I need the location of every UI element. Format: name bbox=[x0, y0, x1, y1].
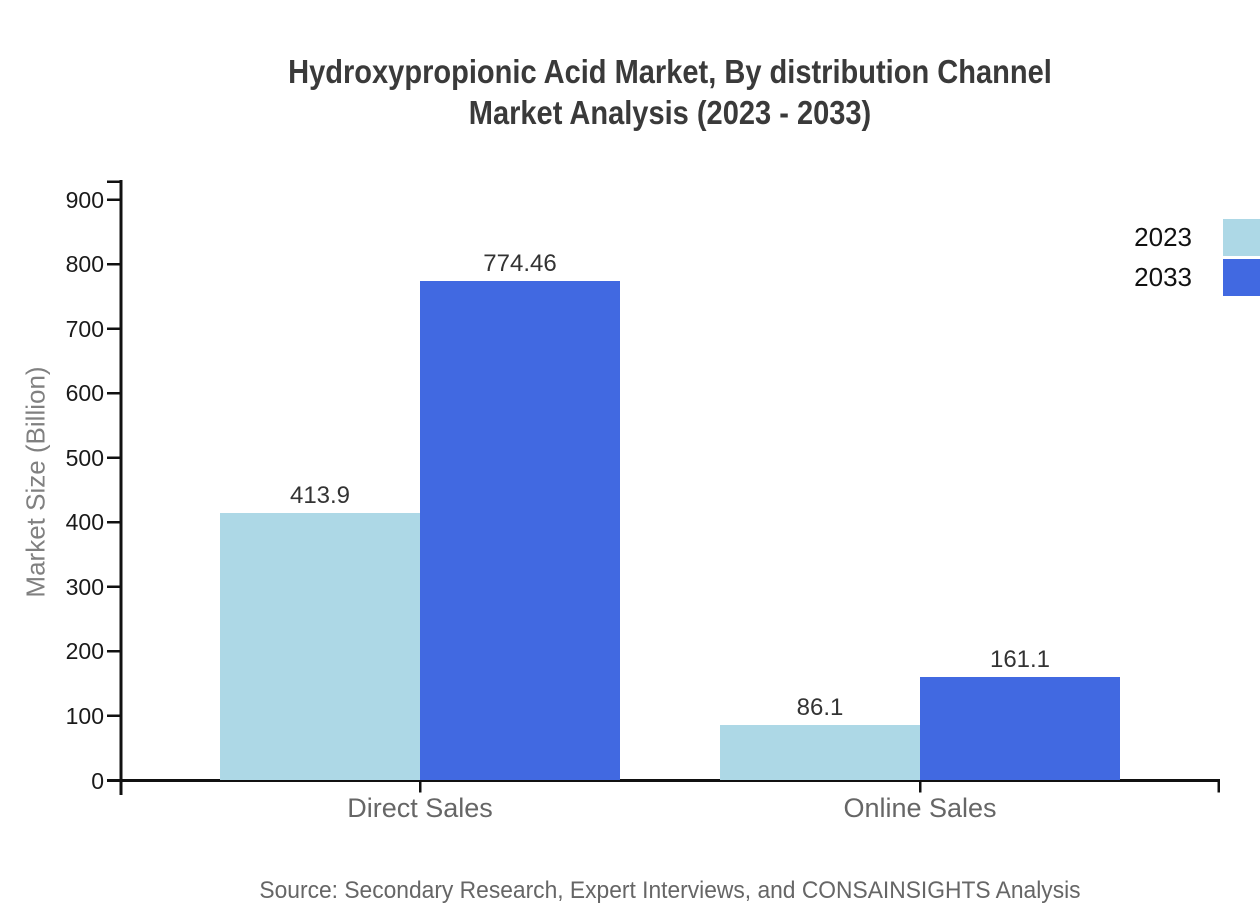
bar-2033-direct-sales bbox=[420, 280, 620, 781]
legend-item-2033: 2033 bbox=[1134, 259, 1260, 296]
y-tick-label-200: 200 bbox=[65, 638, 104, 665]
bar-2023-direct-sales bbox=[220, 513, 420, 781]
value-label-2033-direct-sales: 774.46 bbox=[483, 249, 557, 277]
source-note: Source: Secondary Research, Expert Inter… bbox=[259, 877, 1081, 904]
value-label-2023-online-sales: 86.1 bbox=[796, 693, 844, 721]
y-tick-label-100: 100 bbox=[65, 702, 104, 729]
y-tick-label-900: 900 bbox=[65, 186, 104, 213]
chart-title: Hydroxypropionic Acid Market, By distrib… bbox=[186, 51, 1154, 133]
legend-label-2023: 2023 bbox=[1134, 222, 1192, 252]
bar-2023-online-sales bbox=[720, 724, 920, 781]
y-tick-label-500: 500 bbox=[65, 444, 104, 471]
y-tick-label-800: 800 bbox=[65, 251, 104, 278]
value-label-2023-direct-sales: 413.9 bbox=[289, 482, 351, 510]
legend-swatch-2023 bbox=[1223, 219, 1260, 256]
chart-title-line2: Market Analysis (2023 - 2033) bbox=[468, 94, 872, 131]
legend-label-2033: 2033 bbox=[1134, 262, 1192, 292]
x-category-label-direct-sales: Direct Sales bbox=[347, 793, 493, 823]
y-tick-label-400: 400 bbox=[65, 509, 104, 536]
y-tick-label-600: 600 bbox=[65, 380, 104, 407]
bar-2033-online-sales bbox=[920, 676, 1120, 781]
value-label-2033-online-sales: 161.1 bbox=[989, 645, 1051, 673]
legend-swatch-2033 bbox=[1223, 259, 1260, 296]
chart-title-line1: Hydroxypropionic Acid Market, By distrib… bbox=[288, 53, 1052, 90]
legend: 2023 2033 bbox=[1134, 219, 1260, 296]
x-category-label-online-sales: Online Sales bbox=[843, 793, 997, 823]
y-tick-label-700: 700 bbox=[65, 315, 104, 342]
y-tick-label-0: 0 bbox=[91, 767, 104, 794]
legend-item-2023: 2023 bbox=[1134, 219, 1260, 256]
y-tick-label-300: 300 bbox=[65, 573, 104, 600]
